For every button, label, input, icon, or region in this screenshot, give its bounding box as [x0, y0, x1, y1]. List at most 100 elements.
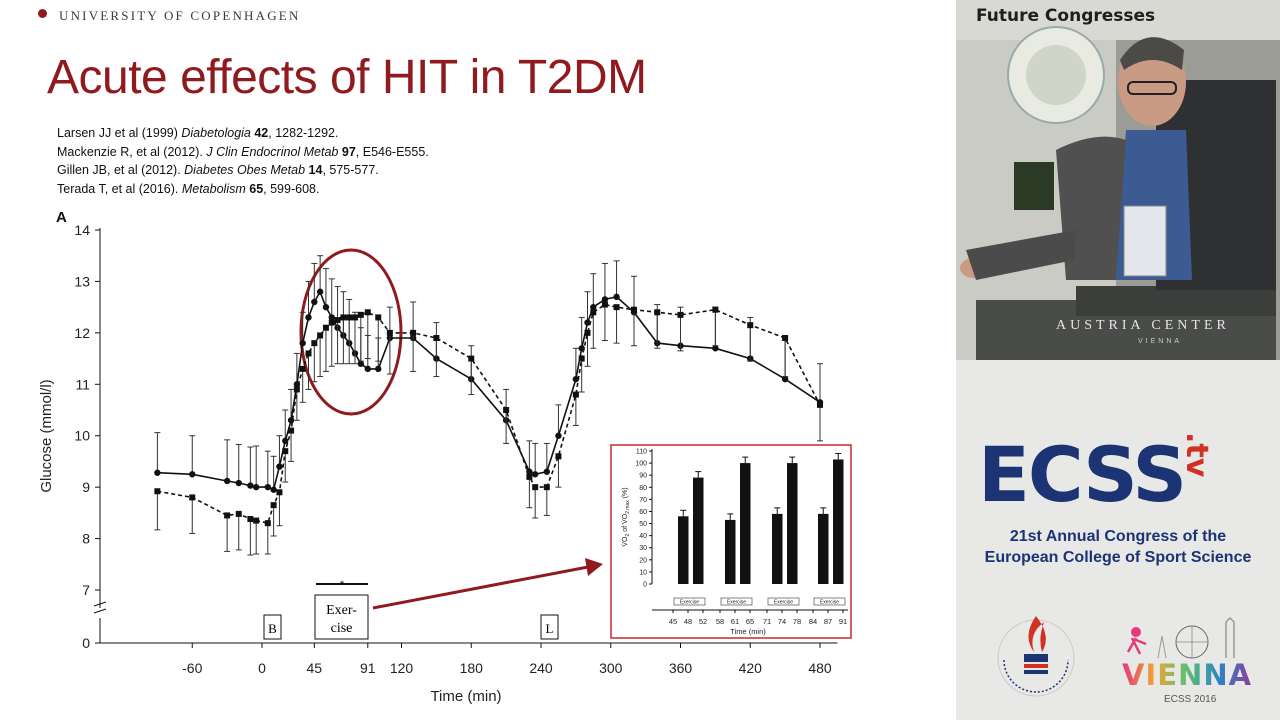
y-tick-label: 12	[74, 325, 90, 341]
reference-list: Larsen JJ et al (1999) Diabetologia 42 , …	[57, 124, 429, 198]
inset-arrow	[372, 558, 603, 610]
vienna-skyline-icon	[1126, 617, 1235, 659]
data-point-circle	[311, 298, 318, 306]
data-point-square	[235, 510, 242, 517]
data-point-circle	[316, 288, 324, 295]
inset-y-axis-label-part: V̇O	[621, 536, 629, 547]
x-axis-label: Time (min)	[430, 688, 501, 705]
exercise-marker-line2: cise	[331, 621, 353, 636]
data-point-circle	[247, 482, 254, 489]
inset-bar	[725, 519, 736, 584]
ecss-tv-suffix: .tv	[1179, 432, 1214, 478]
inset-y-tick-label: 0	[643, 582, 647, 589]
reference-item: Mackenzie R, et al (2012). J Clin Endocr…	[57, 143, 429, 162]
data-point-circle	[375, 365, 382, 373]
x-tick-label: 180	[460, 660, 484, 676]
data-point-circle	[357, 360, 365, 367]
reference-pre: Larsen JJ et al (1999)	[57, 126, 182, 140]
data-point-square	[654, 309, 661, 316]
data-point-circle	[555, 432, 562, 439]
data-point-square	[613, 304, 620, 311]
data-point-circle	[712, 345, 719, 352]
data-point-circle	[328, 314, 335, 321]
data-point-square	[578, 355, 585, 362]
speaker-video-frame	[956, 0, 1280, 360]
inset-exercise-label: Exercise	[820, 600, 839, 606]
data-point-square	[253, 517, 260, 524]
data-point-circle	[364, 365, 371, 373]
reference-volume: 42	[254, 126, 269, 140]
inset-x-tick-label: 52	[699, 617, 707, 626]
data-point-square	[282, 448, 289, 455]
reference-pre: Gillen JB, et al (2012).	[57, 163, 185, 177]
data-point-square	[526, 473, 533, 480]
y-axis-label: Glucose (mmol/l)	[38, 379, 55, 492]
x-tick-label: 0	[258, 660, 266, 676]
inset-exercise-label: Exercise	[680, 600, 699, 606]
inset-x-tick-label: 91	[839, 617, 847, 626]
reference-item: Gillen JB, et al (2012). Diabetes Obes M…	[57, 161, 429, 180]
inset-y-tick-label: 80	[639, 485, 647, 492]
data-point-square	[410, 329, 417, 336]
university-header: UNIVERSITY OF COPENHAGEN	[38, 8, 301, 24]
data-point-square	[468, 355, 475, 362]
data-point-square	[543, 484, 550, 491]
y-tick-label: 10	[74, 428, 90, 444]
x-tick-label: 360	[669, 660, 693, 676]
data-point-square	[154, 488, 161, 495]
y-tick-label: 9	[82, 479, 90, 495]
inset-x-tick-label: 84	[809, 617, 817, 626]
data-point-square	[311, 340, 318, 347]
inset-x-tick-label: 58	[716, 617, 724, 626]
data-point-square	[433, 335, 440, 341]
exercise-marker-line1: Exer-	[326, 603, 357, 618]
inset-y-axis-label: V̇O2 of V̇O2 max (%)	[621, 487, 631, 546]
y-tick-label: 11	[75, 376, 90, 392]
data-point-circle	[264, 483, 272, 491]
data-point-square	[503, 407, 510, 413]
data-point-square	[352, 314, 358, 321]
vienna-logo: VIENNA	[1122, 658, 1253, 692]
b-marker-label: B	[268, 621, 277, 636]
inset-exercise-box	[813, 597, 846, 606]
y-tick-label: 13	[74, 273, 90, 289]
y-tick-label: 8	[82, 531, 90, 547]
data-point-square	[677, 311, 684, 318]
x-tick-label: 420	[739, 660, 763, 676]
x-tick-label: 300	[599, 660, 623, 676]
data-point-circle	[531, 471, 539, 478]
b-marker-box	[263, 614, 282, 640]
inset-y-axis-label-part: 2	[625, 533, 631, 536]
data-point-circle	[223, 477, 231, 485]
data-point-square	[322, 324, 329, 331]
venue-city: VIENNA	[1138, 338, 1183, 345]
y-tick-label: 7	[82, 582, 90, 598]
data-point-circle	[252, 483, 260, 491]
data-point-square	[270, 502, 277, 509]
inset-x-tick-label: 65	[746, 617, 754, 626]
data-point-circle	[572, 375, 580, 383]
inset-x-tick-label: 61	[731, 617, 739, 626]
data-point-square	[601, 301, 608, 308]
congress-title-line1: 21st Annual Congress of the	[1009, 528, 1227, 545]
inset-x-tick-label: 48	[684, 617, 692, 626]
highlight-ellipse	[299, 248, 403, 416]
data-point-square	[782, 335, 789, 341]
data-point-square	[386, 329, 393, 336]
data-point-square	[293, 386, 300, 393]
exercise-marker-box	[314, 594, 369, 640]
data-point-square	[189, 494, 196, 501]
inset-y-tick-label: 30	[639, 545, 647, 552]
data-point-square	[317, 332, 324, 339]
reference-pre: Mackenzie R, et al (2012).	[57, 144, 207, 159]
inset-y-tick-label: 10	[639, 569, 647, 576]
data-point-square	[375, 314, 382, 321]
reference-pages: , 599-608.	[263, 181, 320, 196]
data-point-square	[305, 350, 312, 357]
data-point-square	[532, 484, 539, 491]
data-point-circle	[235, 479, 242, 487]
reference-journal: Diabetologia	[181, 126, 251, 140]
inset-y-axis-label-part: 2 max	[625, 500, 631, 514]
